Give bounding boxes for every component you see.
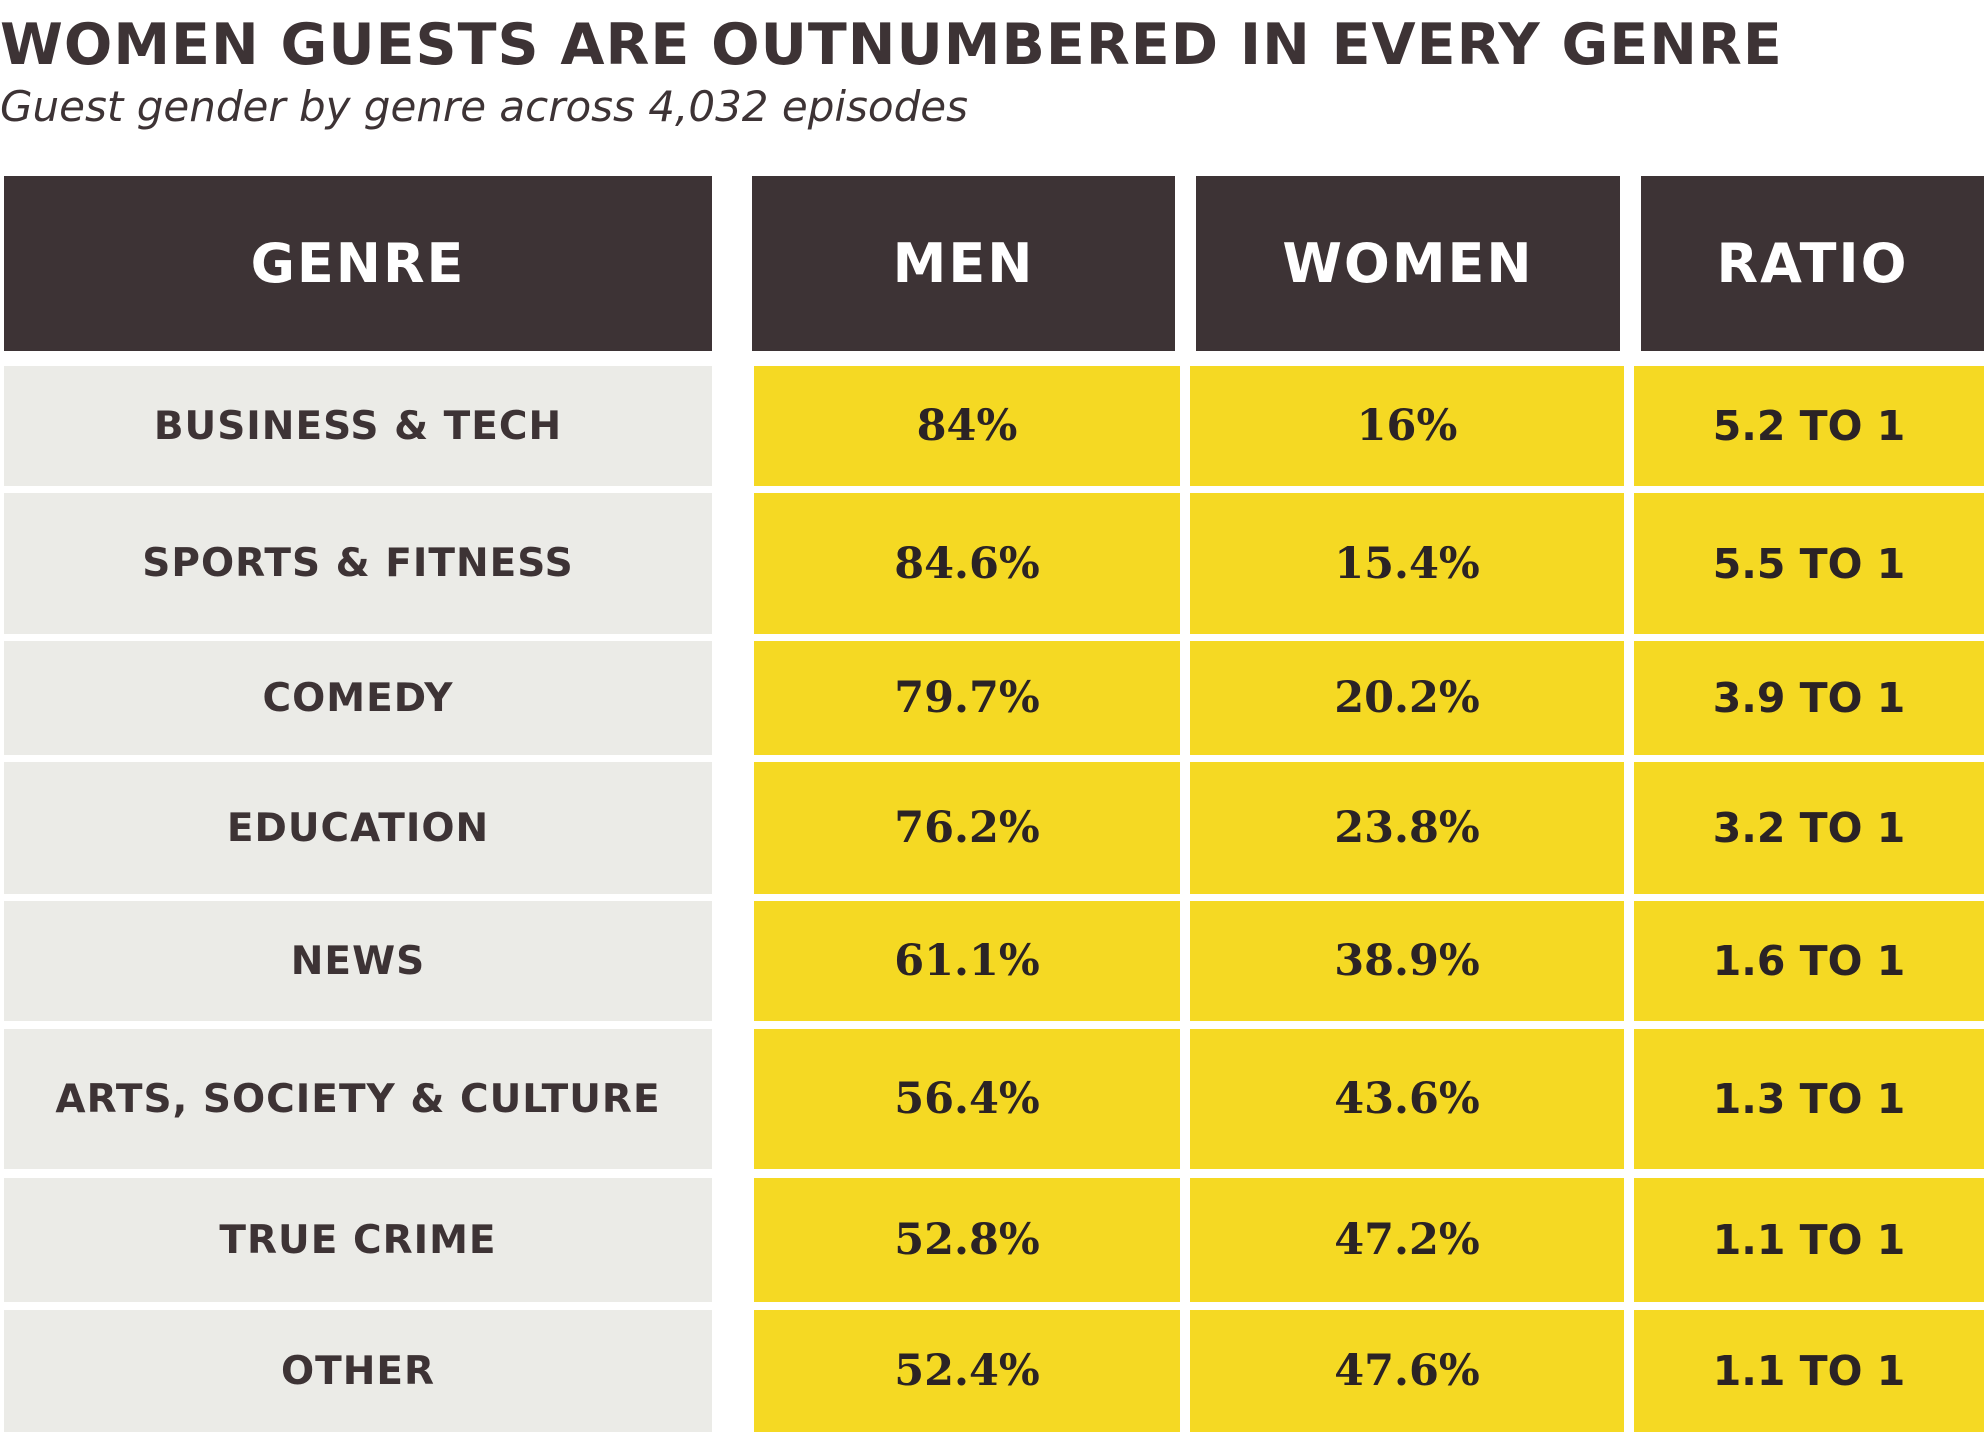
genre-cell: BUSINESS & TECH (4, 366, 712, 486)
men-value: 52.8% (754, 1178, 1180, 1302)
ratio-value: 5.2 TO 1 (1634, 366, 1984, 486)
header-women: WOMEN (1196, 176, 1620, 351)
women-value: 38.9% (1190, 901, 1624, 1021)
ratio-value: 3.2 TO 1 (1634, 762, 1984, 894)
genre-cell: EDUCATION (4, 762, 712, 894)
men-value: 61.1% (754, 901, 1180, 1021)
women-value: 16% (1190, 366, 1624, 486)
women-value: 47.6% (1190, 1310, 1624, 1432)
ratio-value: 1.3 TO 1 (1634, 1029, 1984, 1169)
ratio-value: 1.1 TO 1 (1634, 1178, 1984, 1302)
women-value: 43.6% (1190, 1029, 1624, 1169)
men-value: 84.6% (754, 493, 1180, 634)
men-value: 76.2% (754, 762, 1180, 894)
genre-cell: ARTS, SOCIETY & CULTURE (4, 1029, 712, 1169)
chart-subtitle: Guest gender by genre across 4,032 episo… (0, 82, 969, 131)
ratio-value: 3.9 TO 1 (1634, 641, 1984, 755)
men-value: 56.4% (754, 1029, 1180, 1169)
genre-cell: OTHER (4, 1310, 712, 1432)
genre-cell: COMEDY (4, 641, 712, 755)
women-value: 15.4% (1190, 493, 1624, 634)
header-genre: GENRE (4, 176, 712, 351)
women-value: 23.8% (1190, 762, 1624, 894)
men-value: 52.4% (754, 1310, 1180, 1432)
header-men: MEN (752, 176, 1175, 351)
women-value: 20.2% (1190, 641, 1624, 755)
header-ratio: RATIO (1641, 176, 1984, 351)
men-value: 79.7% (754, 641, 1180, 755)
genre-cell: TRUE CRIME (4, 1178, 712, 1302)
ratio-value: 1.6 TO 1 (1634, 901, 1984, 1021)
genre-cell: SPORTS & FITNESS (4, 493, 712, 634)
women-value: 47.2% (1190, 1178, 1624, 1302)
chart-title: WOMEN GUESTS ARE OUTNUMBERED IN EVERY GE… (0, 12, 1783, 78)
genre-cell: NEWS (4, 901, 712, 1021)
men-value: 84% (754, 366, 1180, 486)
ratio-value: 1.1 TO 1 (1634, 1310, 1984, 1432)
ratio-value: 5.5 TO 1 (1634, 493, 1984, 634)
